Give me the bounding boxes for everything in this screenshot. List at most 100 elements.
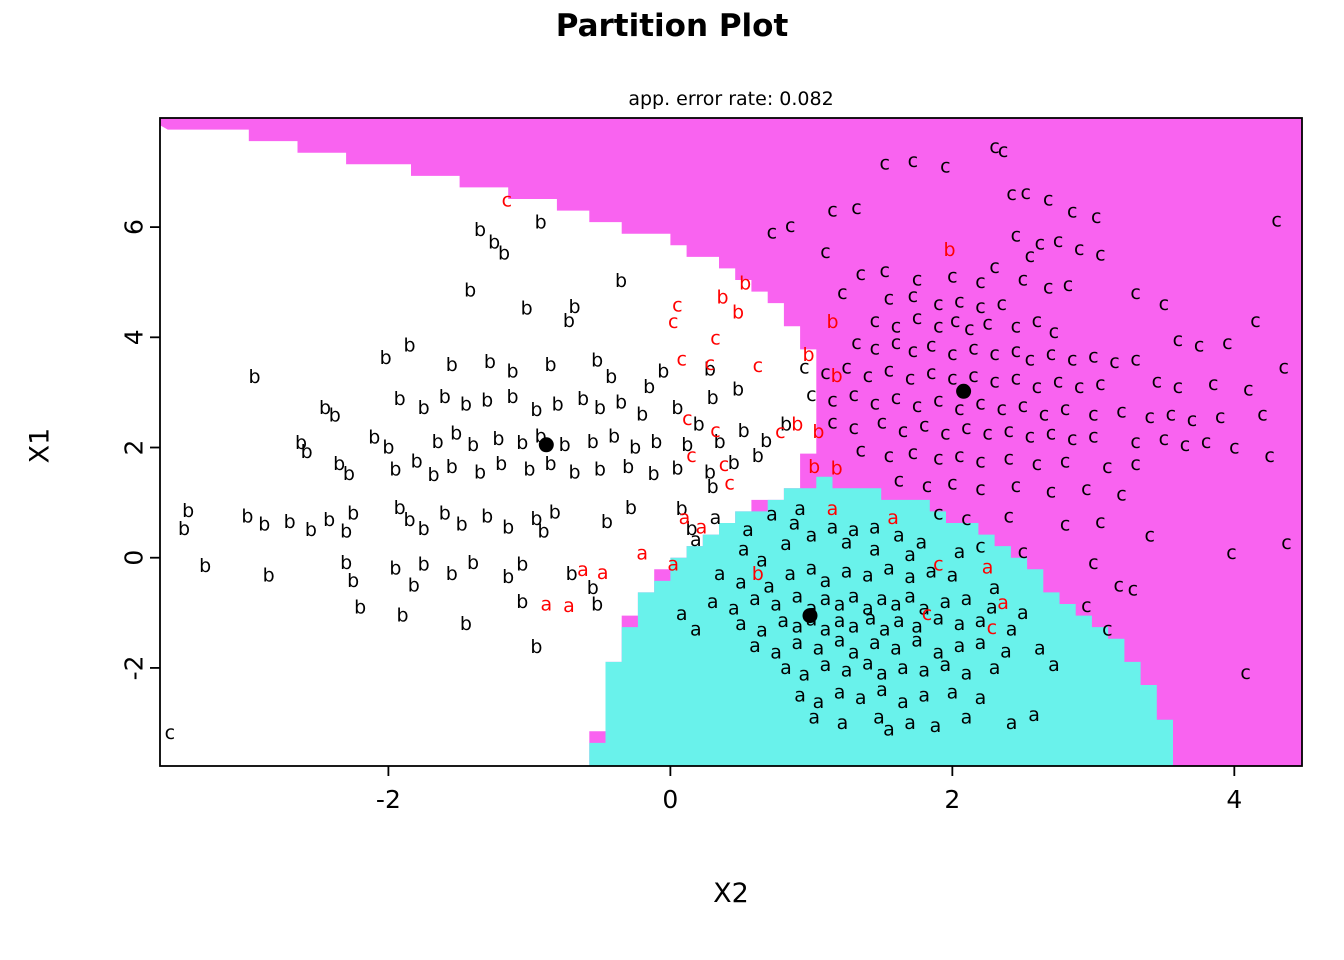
data-point: b — [535, 212, 547, 234]
data-point: a — [918, 597, 930, 619]
data-point: b — [389, 558, 401, 580]
data-point: b — [622, 456, 634, 478]
data-point: c — [1113, 574, 1123, 596]
data-point: a — [918, 660, 930, 682]
data-point: b — [340, 552, 352, 574]
data-point: a — [897, 657, 909, 679]
data-point: b — [450, 423, 462, 445]
data-point: a — [791, 632, 803, 654]
data-point: c — [1067, 201, 1077, 223]
data-point: b — [418, 553, 430, 575]
data-point: b — [502, 566, 514, 588]
data-point: b — [629, 437, 641, 459]
data-point: a — [975, 610, 987, 632]
data-point: a — [756, 550, 768, 572]
data-point: a — [890, 594, 902, 616]
data-point: b — [488, 232, 500, 254]
data-point: c — [1130, 282, 1140, 304]
data-point: c — [1067, 348, 1077, 370]
data-point: c — [1011, 475, 1021, 497]
data-point: a — [862, 597, 874, 619]
data-point: c — [1020, 182, 1030, 204]
data-point: b — [530, 399, 542, 421]
data-point: b — [502, 516, 514, 538]
data-point: b — [791, 413, 803, 435]
data-point: b — [591, 594, 603, 616]
data-point: b — [523, 459, 535, 481]
data-point: a — [813, 691, 825, 713]
data-point: c — [1257, 403, 1267, 425]
data-point: b — [295, 432, 307, 454]
data-point: b — [594, 397, 606, 419]
data-point: c — [1095, 373, 1105, 395]
data-point: a — [676, 603, 688, 625]
data-point: b — [608, 426, 620, 448]
data-point: c — [989, 370, 999, 392]
data-point: c — [870, 310, 880, 332]
data-point: c — [1011, 340, 1021, 362]
data-point: b — [707, 476, 719, 498]
data-point: b — [343, 463, 355, 485]
chart-subtitle: app. error rate: 0.082 — [628, 88, 834, 110]
data-point: a — [876, 679, 888, 701]
data-point: a — [911, 629, 923, 651]
data-point: a — [806, 558, 818, 580]
data-point: c — [1226, 542, 1236, 564]
data-point: c — [799, 357, 809, 379]
data-point: c — [1046, 423, 1056, 445]
data-point: a — [883, 719, 895, 741]
class-mean-dot — [956, 383, 972, 399]
data-point: a — [893, 525, 905, 547]
data-point: a — [791, 616, 803, 638]
data-point: b — [591, 349, 603, 371]
data-point: c — [775, 421, 785, 443]
data-point: c — [908, 150, 918, 172]
data-point: b — [333, 453, 345, 475]
data-point: c — [1088, 346, 1098, 368]
data-point: c — [912, 307, 922, 329]
data-point: a — [735, 572, 747, 594]
data-point: c — [891, 332, 901, 354]
data-point: b — [732, 302, 744, 324]
data-point: c — [848, 384, 858, 406]
data-point: a — [1000, 640, 1012, 662]
data-point: b — [587, 577, 599, 599]
class-means — [538, 383, 972, 624]
data-point: b — [460, 394, 472, 416]
data-point: a — [749, 588, 761, 610]
data-point: a — [794, 498, 806, 520]
data-point: c — [724, 472, 734, 494]
data-point: a — [540, 594, 552, 616]
data-point: c — [1095, 511, 1105, 533]
data-point: b — [248, 366, 260, 388]
data-point: b — [495, 453, 507, 475]
data-point: a — [780, 657, 792, 679]
data-point: a — [869, 632, 881, 654]
data-point: c — [1201, 431, 1211, 453]
data-point: a — [827, 516, 839, 538]
data-point: c — [1063, 274, 1073, 296]
data-point: c — [947, 368, 957, 390]
data-point: b — [408, 574, 420, 596]
data-point: b — [305, 519, 317, 541]
data-point: b — [427, 464, 439, 486]
data-point: b — [506, 386, 518, 408]
data-point: a — [696, 516, 708, 538]
data-point: a — [770, 642, 782, 664]
data-point: b — [943, 239, 955, 261]
data-point: b — [403, 509, 415, 531]
data-point: a — [932, 607, 944, 629]
data-point: c — [922, 603, 932, 625]
data-point: b — [432, 431, 444, 453]
data-point: b — [752, 563, 764, 585]
data-point: a — [925, 561, 937, 583]
data-point: b — [199, 555, 211, 577]
data-point: a — [834, 682, 846, 704]
data-point: a — [1028, 704, 1040, 726]
data-point: b — [577, 388, 589, 410]
data-point: b — [671, 397, 683, 419]
data-point: c — [1159, 428, 1169, 450]
